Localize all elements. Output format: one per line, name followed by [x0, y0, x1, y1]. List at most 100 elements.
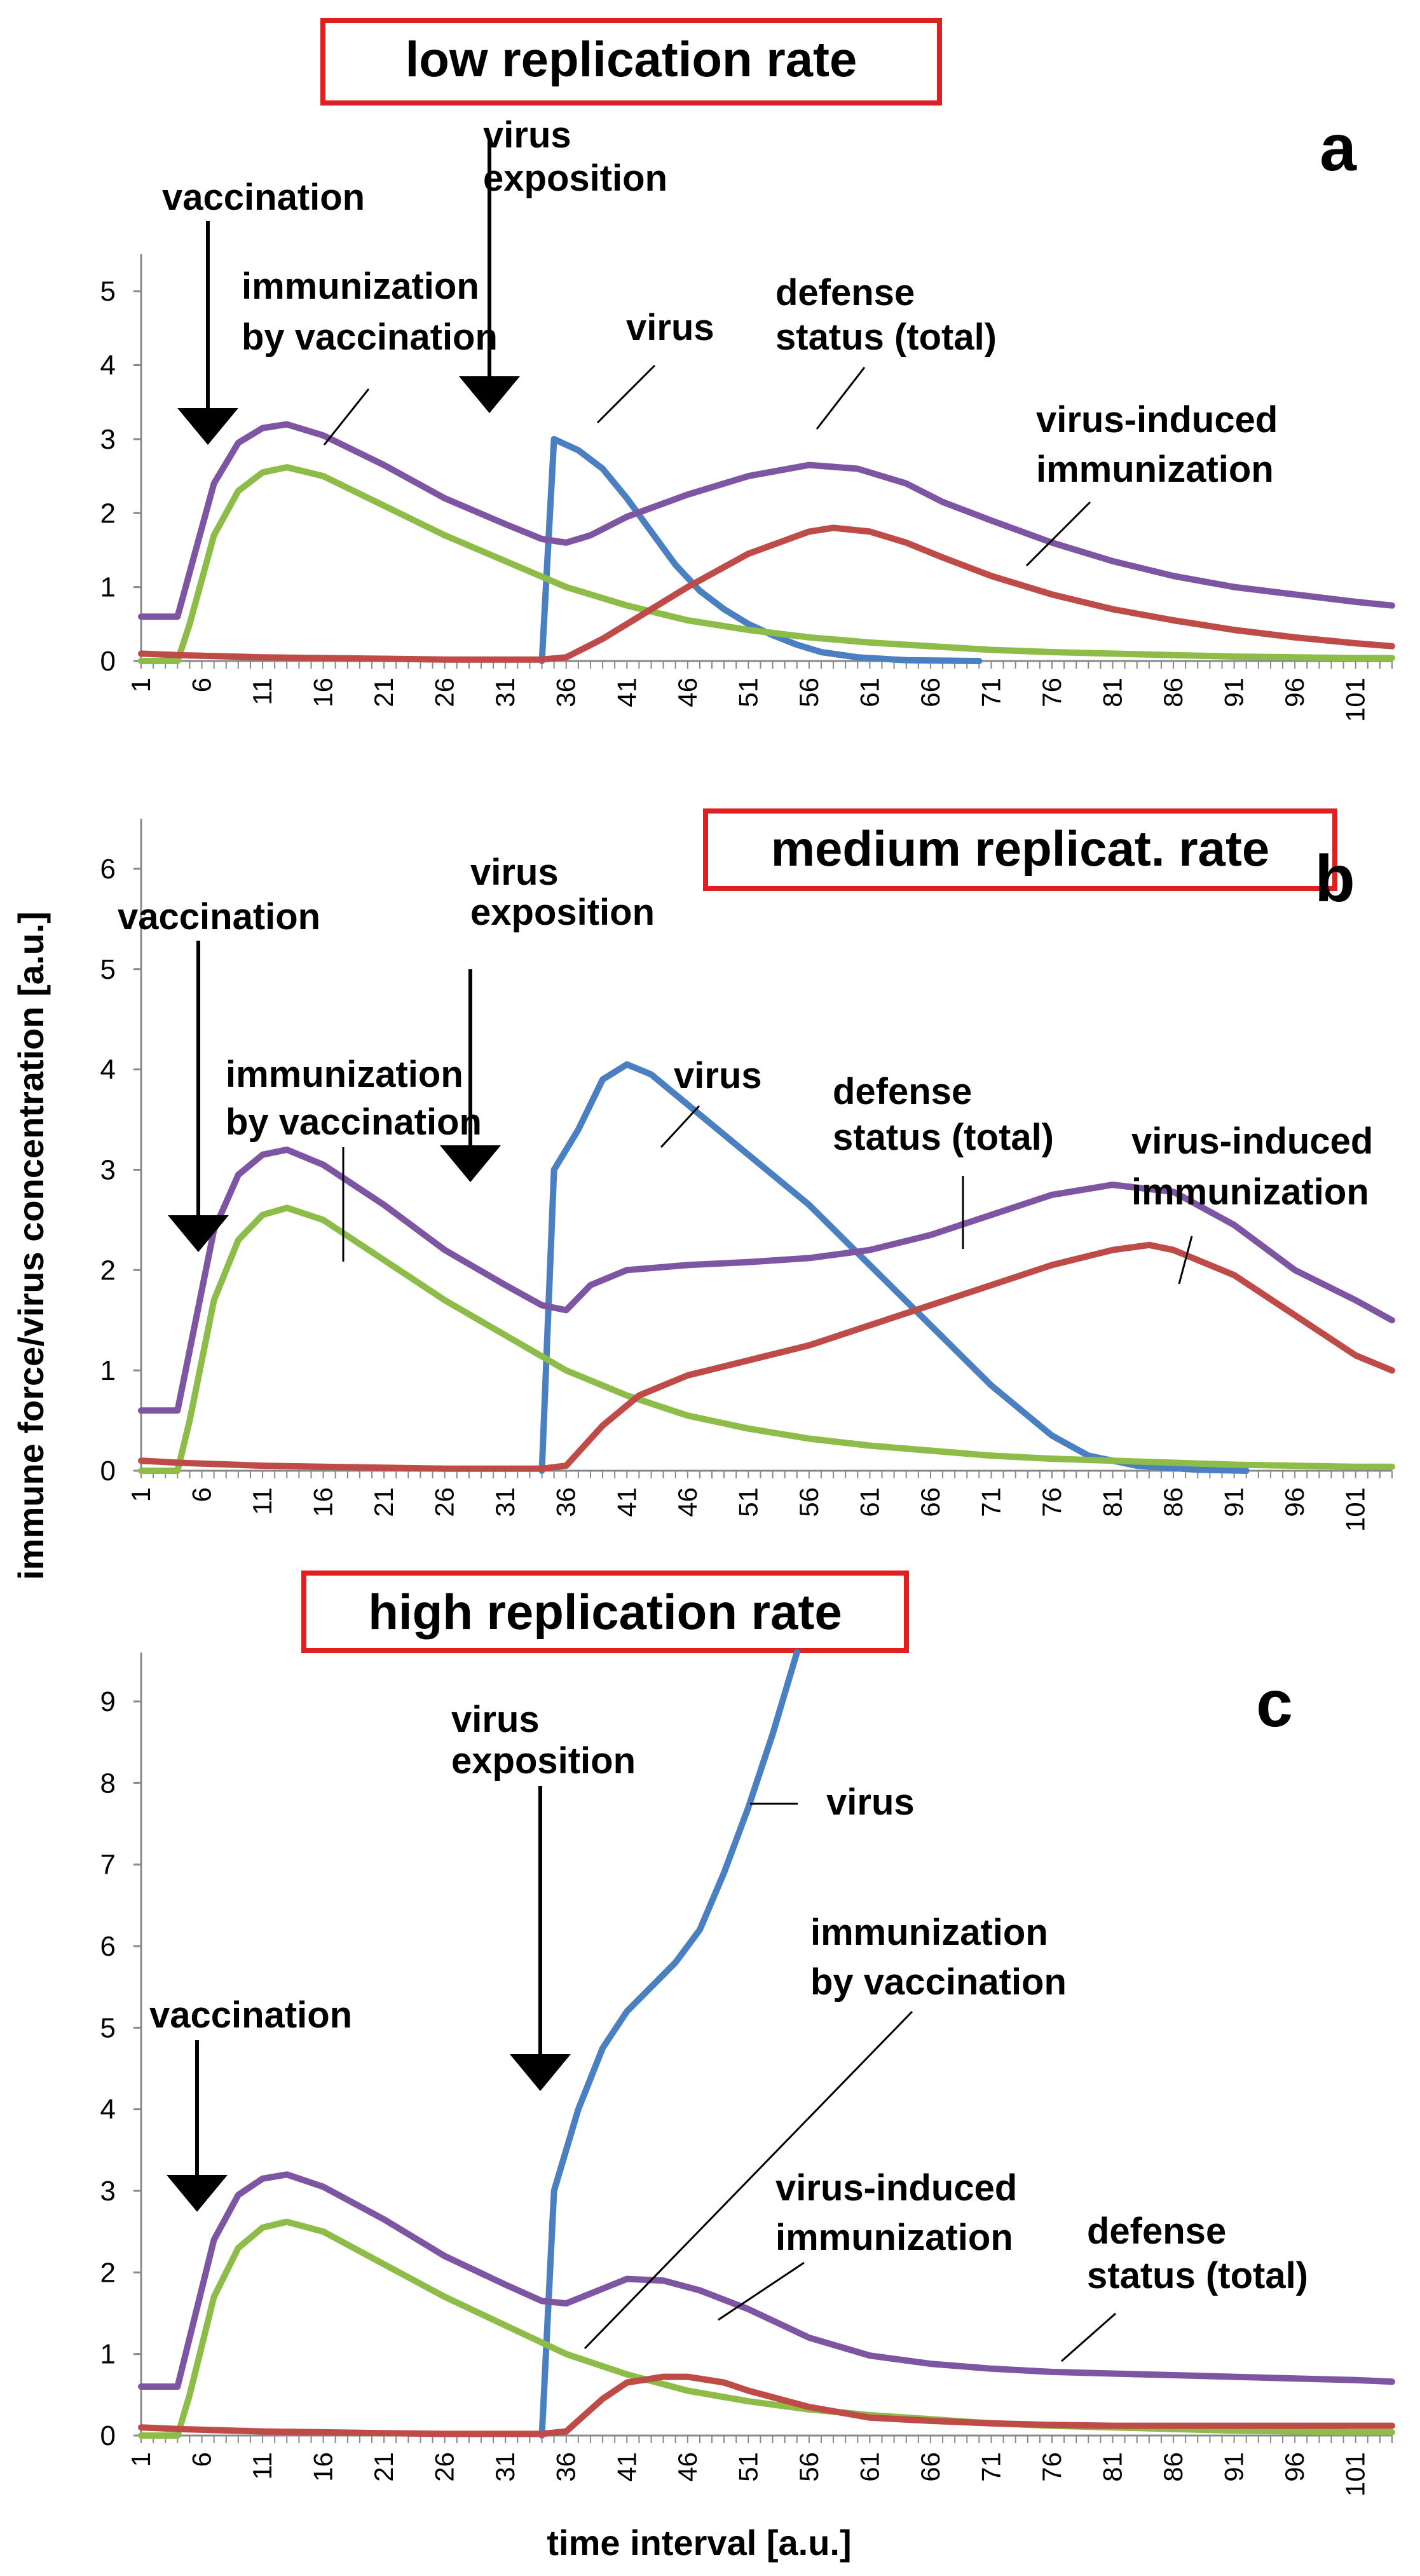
y-tick-label: 0: [100, 2420, 116, 2451]
induced-label: virus-induced: [1131, 1121, 1373, 1162]
exposition-label: exposition: [451, 1740, 636, 1782]
x-tick-label: 36: [551, 2452, 581, 2482]
defense-status-line: [138, 2171, 1395, 2390]
immunization-leader-line: [584, 2010, 913, 2350]
arrow-head: [510, 2054, 571, 2091]
x-tick-label: 21: [369, 2452, 399, 2482]
x-tick-label: 81: [1098, 2452, 1128, 2482]
arrow-head: [167, 2175, 228, 2212]
x-tick-label: 51: [733, 1487, 763, 1517]
exposition-label: virus: [483, 114, 571, 156]
x-tick-label: 1: [126, 2452, 156, 2467]
x-tick-label: 1: [126, 1487, 156, 1502]
vaccination-immunization-line: [138, 464, 1395, 664]
x-tick-label: 66: [915, 678, 945, 707]
x-tick-label: 81: [1098, 1487, 1128, 1517]
x-tick-label: 71: [976, 1487, 1006, 1517]
exposition-label: virus: [451, 1699, 540, 1740]
induced-label: immunization: [1036, 449, 1274, 490]
exposition-arrow-icon: [440, 969, 501, 1182]
x-tick-label: 46: [672, 678, 702, 707]
x-tick-label: 86: [1158, 2452, 1188, 2482]
x-tick-label: 31: [490, 1487, 520, 1517]
x-tick-label: 56: [794, 2452, 824, 2482]
y-tick-label: 1: [100, 1355, 116, 1386]
y-tick-label: 1: [100, 572, 116, 603]
x-tick-label: 61: [854, 2452, 884, 2482]
x-tick-label: 31: [490, 678, 520, 707]
panel-letter: a: [1320, 111, 1357, 185]
x-tick-label: 21: [369, 678, 399, 707]
exposition-arrow-icon: [510, 1786, 571, 2091]
defense-status-line: [138, 1146, 1395, 1414]
virus-label: virus: [674, 1055, 762, 1096]
x-tick-label: 86: [1158, 678, 1188, 707]
vaccination-label: vaccination: [149, 1994, 352, 2036]
defense-label: status (total): [833, 1117, 1054, 1158]
arrow-head: [168, 1215, 229, 1252]
x-tick-label: 1: [126, 678, 156, 692]
induced-label: immunization: [1131, 1171, 1369, 1213]
x-tick-label: 41: [611, 2452, 641, 2482]
defense-leader-line: [816, 367, 866, 430]
x-tick-label: 91: [1219, 1487, 1249, 1517]
y-tick-label: 4: [100, 2094, 116, 2125]
y-tick-label: 0: [100, 1455, 116, 1487]
y-tick-label: 3: [100, 424, 116, 455]
y-tick-label: 8: [100, 1768, 116, 1799]
y-tick-label: 4: [100, 1054, 116, 1086]
y-tick-label: 6: [100, 854, 116, 885]
y-tick-label: 5: [100, 276, 116, 307]
y-tick-label: 7: [100, 1850, 116, 1881]
x-tick-label: 46: [672, 2452, 702, 2482]
defense-leader-line: [1061, 2312, 1116, 2362]
x-tick-label: 56: [794, 1487, 824, 1517]
x-tick-label: 76: [1037, 2452, 1067, 2482]
x-tick-label: 101: [1341, 1487, 1370, 1532]
defense-status-line: [138, 421, 1395, 620]
y-tick-label: 3: [100, 1154, 116, 1185]
vaccination-arrow-icon: [177, 221, 238, 445]
virus-induced-immunization-line: [138, 524, 1395, 663]
immunization-label: immunization: [810, 1912, 1048, 1953]
x-tick-label: 91: [1219, 678, 1249, 707]
y-tick-label: 6: [100, 1931, 116, 1962]
virus-induced-immunization-line: [138, 2373, 1395, 2437]
immunization-label: immunization: [226, 1054, 463, 1095]
exposition-label: exposition: [483, 158, 667, 199]
immunization-label: immunization: [242, 266, 479, 307]
x-tick-label: 16: [308, 2452, 338, 2482]
x-tick-label: 66: [915, 2452, 945, 2482]
y-tick-label: 1: [100, 2339, 116, 2370]
virus-induced-immunization-line: [138, 1241, 1395, 1472]
defense-label: status (total): [1087, 2255, 1308, 2296]
immunization-label: by vaccination: [226, 1101, 482, 1143]
vaccination-label: vaccination: [118, 896, 320, 937]
virus-line: [538, 435, 983, 664]
induced-label: virus-induced: [775, 2167, 1017, 2209]
induced-label: virus-induced: [1036, 399, 1278, 440]
y-tick-label: 2: [100, 1255, 116, 1286]
arrow-head: [177, 408, 238, 445]
panel-letter: b: [1314, 842, 1355, 916]
x-tick-label: 26: [430, 1487, 460, 1517]
x-tick-label: 96: [1280, 2452, 1309, 2482]
title-box: [301, 1571, 909, 1653]
title-box: [320, 18, 942, 106]
x-tick-label: 11: [247, 2452, 277, 2480]
virus-leader-line: [660, 1105, 700, 1148]
x-tick-label: 11: [247, 1487, 277, 1515]
y-tick-label: 4: [100, 350, 116, 381]
title-box: [703, 808, 1337, 891]
x-tick-label: 41: [611, 678, 641, 707]
vaccination-arrow-icon: [168, 941, 229, 1252]
chart-title: high replication rate: [368, 1584, 842, 1640]
virus-line: [538, 1649, 800, 2439]
chart-title: medium replicat. rate: [771, 821, 1270, 876]
immunization-label: by vaccination: [242, 317, 498, 358]
vaccination-arrow-icon: [167, 2040, 228, 2212]
x-tick-label: 101: [1341, 2452, 1370, 2497]
arrow-head: [440, 1145, 501, 1182]
vaccination-immunization-line: [138, 1204, 1395, 1474]
